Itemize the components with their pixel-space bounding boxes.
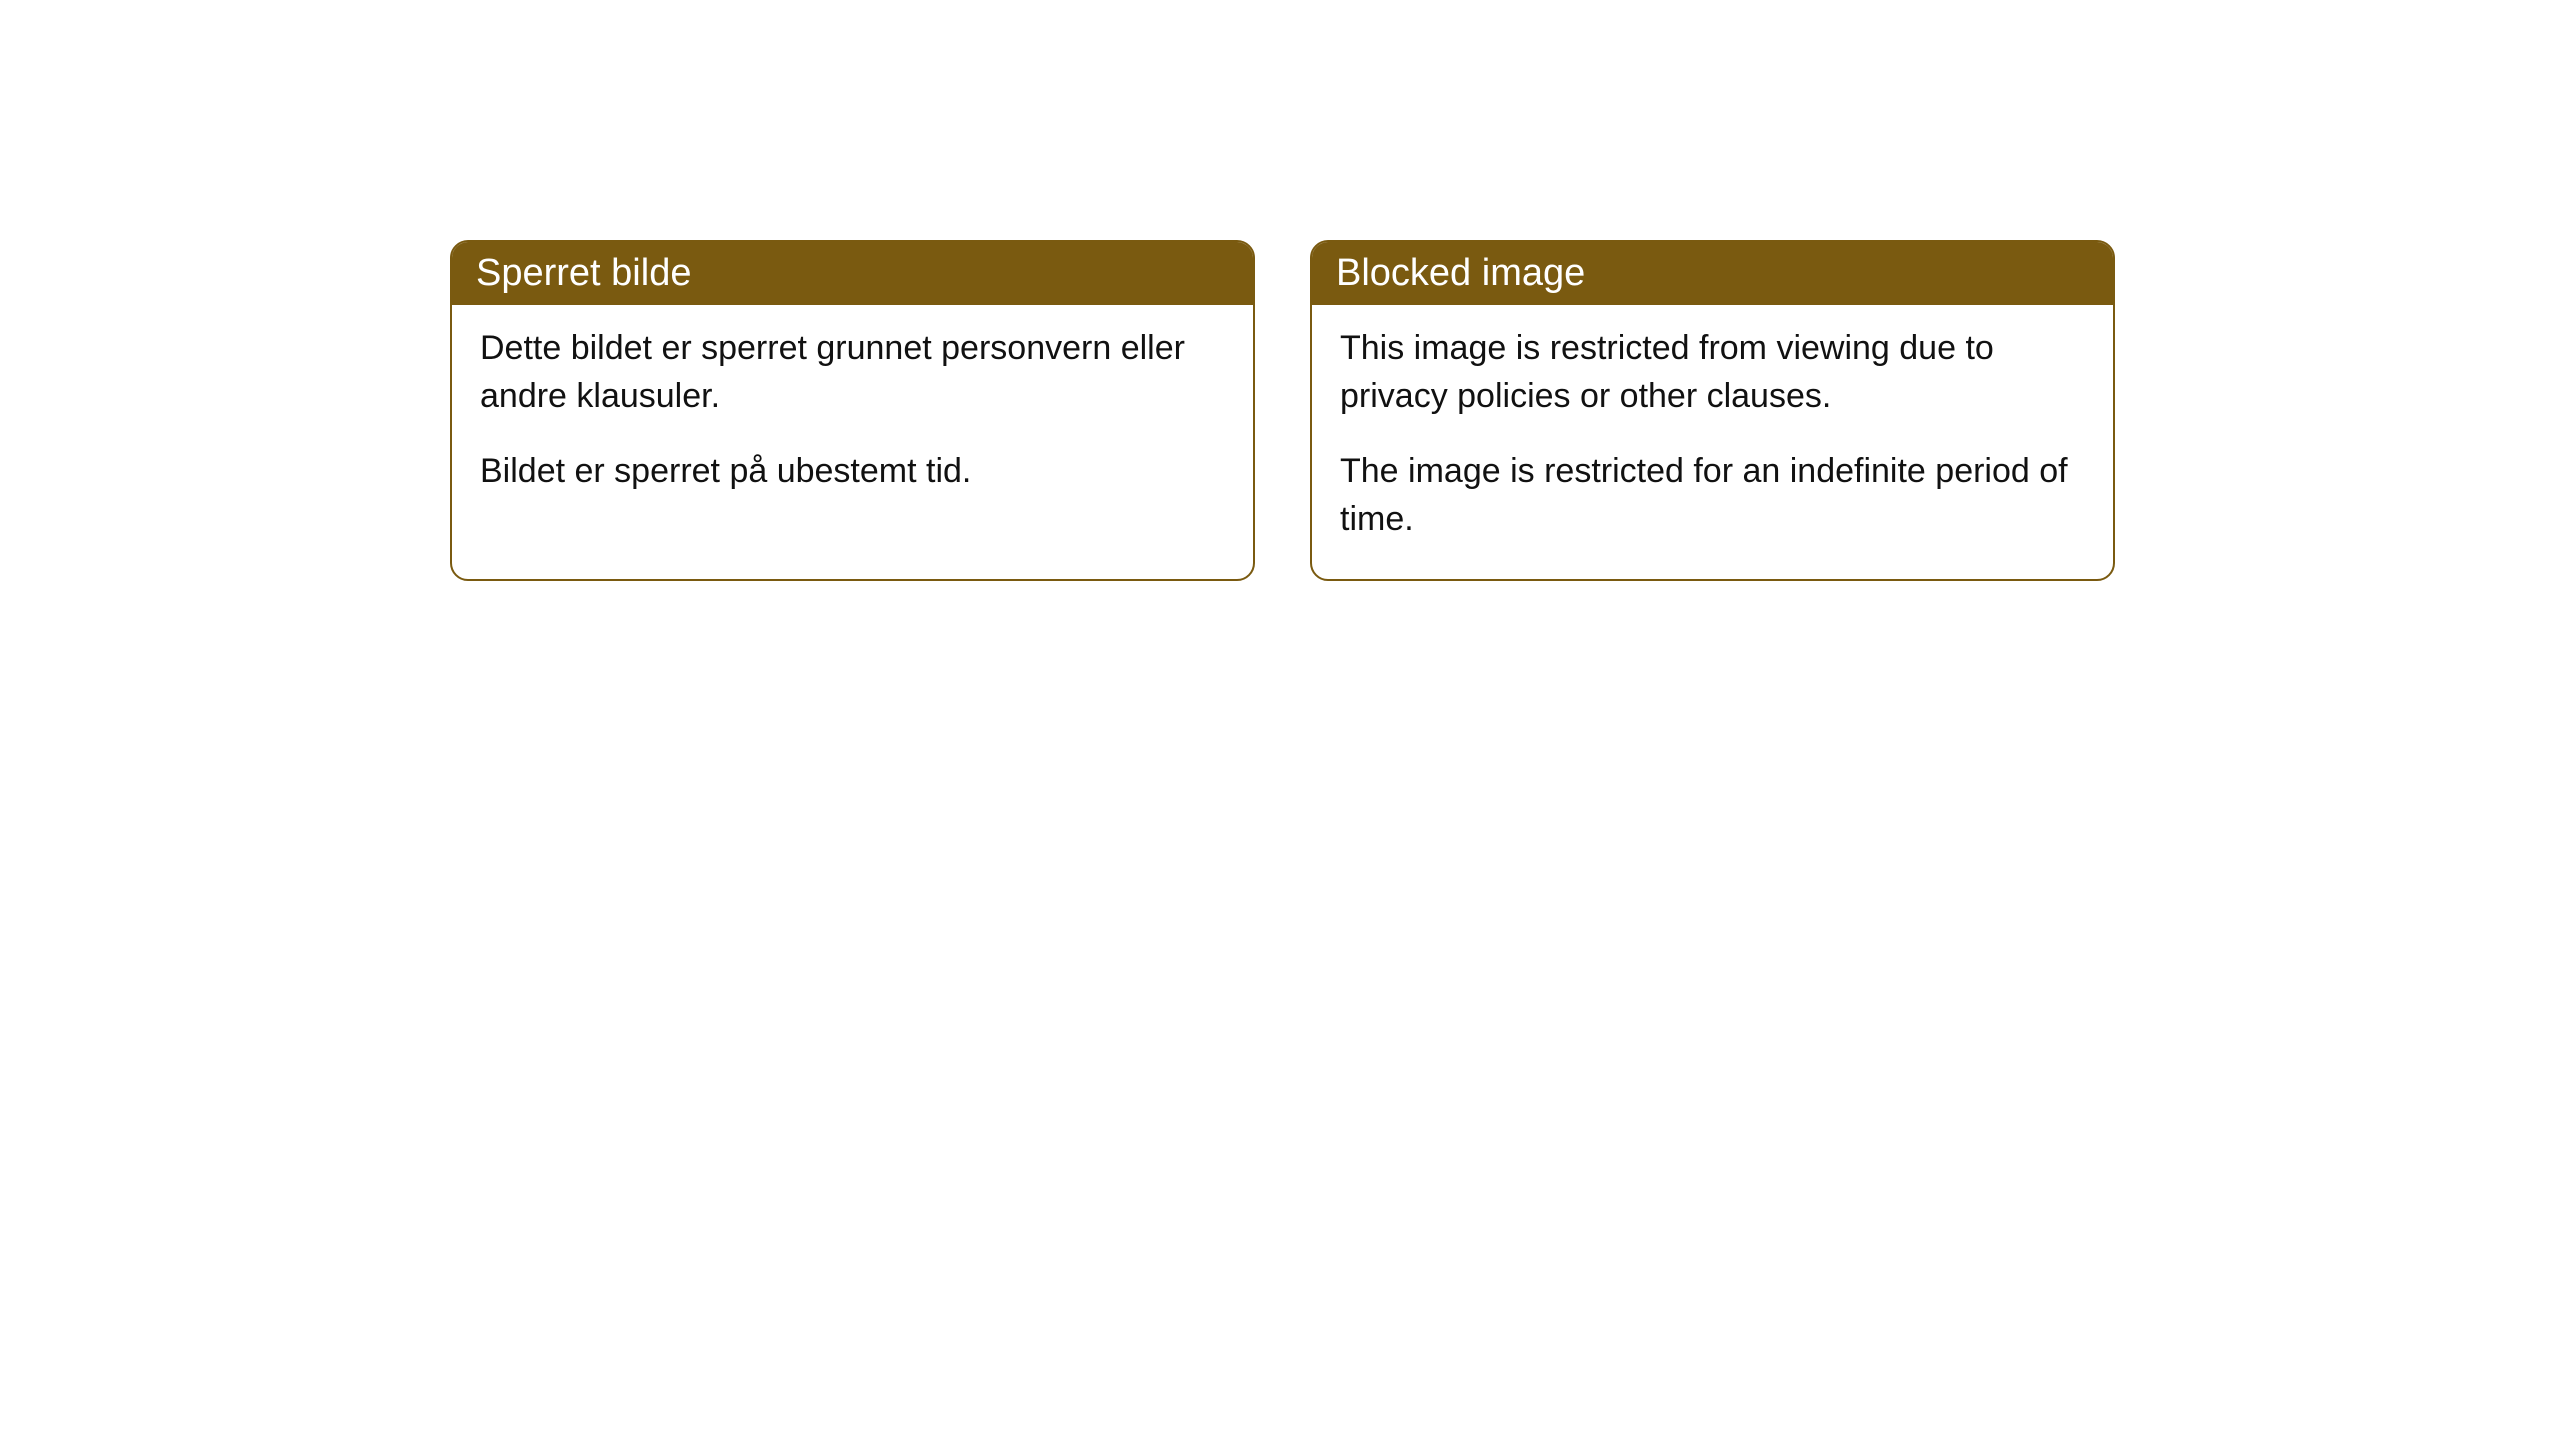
card-paragraph: Bildet er sperret på ubestemt tid. [480,448,1225,496]
card-blocked-image-en: Blocked image This image is restricted f… [1310,240,2115,581]
card-body: This image is restricted from viewing du… [1312,305,2113,579]
card-title: Blocked image [1312,242,2113,305]
card-paragraph: The image is restricted for an indefinit… [1340,448,2085,543]
card-paragraph: This image is restricted from viewing du… [1340,325,2085,420]
card-blocked-image-no: Sperret bilde Dette bildet er sperret gr… [450,240,1255,581]
card-paragraph: Dette bildet er sperret grunnet personve… [480,325,1225,420]
cards-container: Sperret bilde Dette bildet er sperret gr… [450,240,2115,581]
card-body: Dette bildet er sperret grunnet personve… [452,305,1253,532]
card-title: Sperret bilde [452,242,1253,305]
